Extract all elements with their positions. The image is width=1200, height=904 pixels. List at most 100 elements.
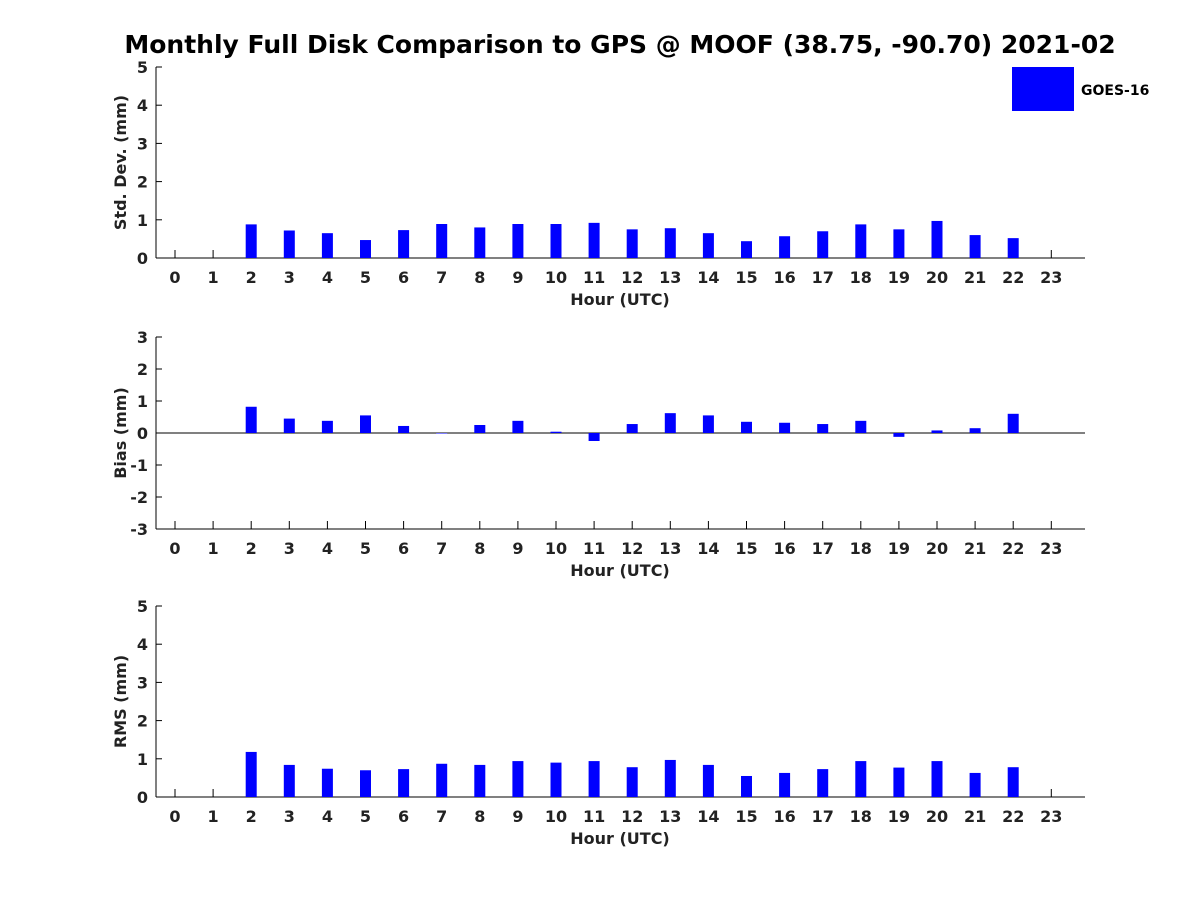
x-tick-label: 0: [169, 539, 180, 558]
x-tick-label: 5: [360, 539, 371, 558]
y-tick-label: 5: [137, 597, 148, 616]
bar: [436, 763, 448, 797]
y-tick-label: 2: [137, 712, 148, 731]
x-tick-label: 3: [284, 539, 295, 558]
legend-label: GOES-16: [1081, 83, 1149, 99]
x-tick-label: 13: [659, 268, 681, 287]
bar: [855, 420, 867, 433]
bar: [474, 227, 486, 258]
x-tick-label: 16: [773, 268, 795, 287]
bar: [779, 772, 791, 797]
x-tick-label: 20: [926, 539, 948, 558]
x-tick-label: 14: [697, 807, 719, 826]
bar: [626, 424, 638, 433]
x-tick-label: 19: [888, 807, 910, 826]
x-tick-label: 22: [1002, 539, 1024, 558]
y-tick-label: 1: [137, 392, 148, 411]
x-tick-label: 5: [360, 268, 371, 287]
bar: [702, 415, 714, 433]
x-tick-label: 17: [812, 807, 834, 826]
chart-title: Monthly Full Disk Comparison to GPS @ MO…: [124, 30, 1116, 59]
bar: [741, 241, 752, 258]
y-tick-label: 4: [137, 635, 148, 654]
y-tick-label: 4: [137, 96, 148, 115]
bar: [436, 224, 448, 258]
x-tick-label: 12: [621, 268, 643, 287]
bar: [741, 421, 752, 433]
bar: [436, 433, 448, 434]
bar: [474, 764, 486, 797]
bar: [398, 425, 410, 433]
x-axis-label: Hour (UTC): [570, 290, 670, 309]
x-tick-label: 22: [1002, 807, 1024, 826]
x-tick-label: 18: [850, 268, 872, 287]
y-tick-label: 1: [137, 750, 148, 769]
x-tick-label: 4: [322, 539, 333, 558]
bar: [512, 224, 524, 258]
x-tick-label: 1: [208, 539, 219, 558]
y-tick-label: -2: [130, 488, 148, 507]
bar: [550, 431, 562, 433]
bar: [1007, 413, 1019, 433]
x-tick-label: 14: [697, 539, 719, 558]
x-tick-label: 2: [246, 807, 257, 826]
y-tick-label: 0: [137, 424, 148, 443]
bar: [702, 233, 714, 258]
bar: [283, 230, 295, 258]
x-tick-label: 18: [850, 807, 872, 826]
x-tick-label: 12: [621, 807, 643, 826]
y-axis-label: Std. Dev. (mm): [111, 95, 130, 230]
y-tick-label: 3: [137, 328, 148, 347]
x-tick-label: 7: [436, 539, 447, 558]
x-tick-label: 6: [398, 539, 409, 558]
x-tick-label: 13: [659, 539, 681, 558]
x-tick-label: 4: [322, 268, 333, 287]
bar: [512, 761, 524, 797]
bar: [588, 761, 600, 797]
x-tick-label: 17: [812, 268, 834, 287]
x-tick-label: 18: [850, 539, 872, 558]
bar: [817, 769, 829, 797]
x-tick-label: 2: [246, 268, 257, 287]
x-tick-label: 8: [474, 539, 485, 558]
bar: [283, 418, 295, 433]
x-tick-label: 10: [545, 268, 567, 287]
bar: [931, 761, 943, 797]
bar: [969, 428, 981, 433]
bar: [664, 228, 676, 258]
bar: [893, 433, 905, 437]
bar: [931, 430, 943, 433]
y-tick-label: -1: [130, 456, 148, 475]
y-tick-label: 3: [137, 134, 148, 153]
bar: [321, 768, 333, 797]
x-tick-label: 13: [659, 807, 681, 826]
x-tick-label: 3: [284, 268, 295, 287]
x-tick-label: 2: [246, 539, 257, 558]
bar: [398, 769, 410, 797]
bar: [779, 236, 791, 258]
bar: [969, 235, 981, 258]
bar: [893, 229, 905, 258]
x-tick-label: 16: [773, 807, 795, 826]
x-tick-label: 23: [1040, 268, 1062, 287]
bar: [321, 420, 333, 433]
bar: [855, 761, 867, 797]
x-tick-label: 15: [735, 807, 757, 826]
x-tick-label: 11: [583, 807, 605, 826]
x-tick-label: 21: [964, 807, 986, 826]
x-tick-label: 20: [926, 807, 948, 826]
x-tick-label: 7: [436, 268, 447, 287]
x-tick-label: 0: [169, 268, 180, 287]
bar: [245, 406, 257, 433]
bar: [664, 759, 676, 797]
y-axis-label: Bias (mm): [111, 387, 130, 479]
bar: [817, 424, 829, 433]
x-tick-label: 0: [169, 807, 180, 826]
x-tick-label: 1: [208, 268, 219, 287]
x-tick-label: 3: [284, 807, 295, 826]
x-tick-label: 4: [322, 807, 333, 826]
x-tick-label: 11: [583, 539, 605, 558]
